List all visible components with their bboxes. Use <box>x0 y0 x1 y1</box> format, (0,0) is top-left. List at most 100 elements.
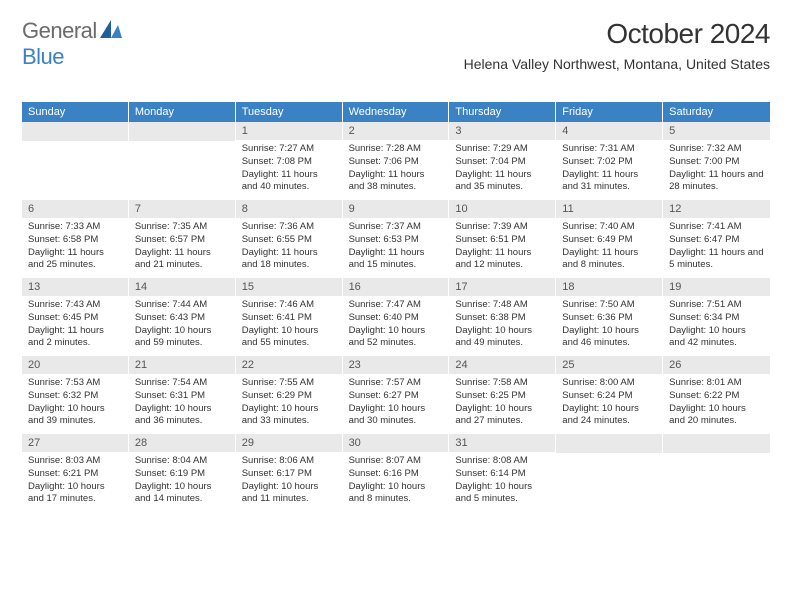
month-title: October 2024 <box>464 18 770 50</box>
day-cell: 9Sunrise: 7:37 AMSunset: 6:53 PMDaylight… <box>343 200 450 278</box>
day-number: 29 <box>236 434 342 452</box>
week-row: 6Sunrise: 7:33 AMSunset: 6:58 PMDaylight… <box>22 200 770 278</box>
day-number: 14 <box>129 278 235 296</box>
day-header-thursday: Thursday <box>449 102 556 122</box>
day-cell: 4Sunrise: 7:31 AMSunset: 7:02 PMDaylight… <box>556 122 663 200</box>
weeks-container: 1Sunrise: 7:27 AMSunset: 7:08 PMDaylight… <box>22 122 770 512</box>
day-cell: 28Sunrise: 8:04 AMSunset: 6:19 PMDayligh… <box>129 434 236 512</box>
day-number: 1 <box>236 122 342 140</box>
day-number: 25 <box>556 356 662 374</box>
logo-word-2: Blue <box>22 44 64 69</box>
day-header-saturday: Saturday <box>663 102 770 122</box>
day-content: Sunrise: 7:35 AMSunset: 6:57 PMDaylight:… <box>129 218 235 276</box>
day-number: 30 <box>343 434 449 452</box>
day-cell: 14Sunrise: 7:44 AMSunset: 6:43 PMDayligh… <box>129 278 236 356</box>
day-content: Sunrise: 7:41 AMSunset: 6:47 PMDaylight:… <box>663 218 770 276</box>
day-cell: 26Sunrise: 8:01 AMSunset: 6:22 PMDayligh… <box>663 356 770 434</box>
day-content: Sunrise: 7:55 AMSunset: 6:29 PMDaylight:… <box>236 374 342 432</box>
day-content: Sunrise: 7:36 AMSunset: 6:55 PMDaylight:… <box>236 218 342 276</box>
day-number: 21 <box>129 356 235 374</box>
day-content: Sunrise: 8:00 AMSunset: 6:24 PMDaylight:… <box>556 374 662 432</box>
week-row: 20Sunrise: 7:53 AMSunset: 6:32 PMDayligh… <box>22 356 770 434</box>
day-content: Sunrise: 7:47 AMSunset: 6:40 PMDaylight:… <box>343 296 449 354</box>
day-cell: 27Sunrise: 8:03 AMSunset: 6:21 PMDayligh… <box>22 434 129 512</box>
logo-word-1: General <box>22 18 97 44</box>
day-content: Sunrise: 7:44 AMSunset: 6:43 PMDaylight:… <box>129 296 235 354</box>
day-content: Sunrise: 8:08 AMSunset: 6:14 PMDaylight:… <box>449 452 555 510</box>
day-number: 20 <box>22 356 128 374</box>
day-content: Sunrise: 7:39 AMSunset: 6:51 PMDaylight:… <box>449 218 555 276</box>
day-header-friday: Friday <box>556 102 663 122</box>
day-content: Sunrise: 7:27 AMSunset: 7:08 PMDaylight:… <box>236 140 342 198</box>
day-cell: 13Sunrise: 7:43 AMSunset: 6:45 PMDayligh… <box>22 278 129 356</box>
day-cell: 25Sunrise: 8:00 AMSunset: 6:24 PMDayligh… <box>556 356 663 434</box>
day-cell <box>129 122 236 200</box>
day-number: 27 <box>22 434 128 452</box>
day-content: Sunrise: 7:32 AMSunset: 7:00 PMDaylight:… <box>663 140 770 198</box>
day-cell: 21Sunrise: 7:54 AMSunset: 6:31 PMDayligh… <box>129 356 236 434</box>
day-cell: 22Sunrise: 7:55 AMSunset: 6:29 PMDayligh… <box>236 356 343 434</box>
day-cell: 18Sunrise: 7:50 AMSunset: 6:36 PMDayligh… <box>556 278 663 356</box>
day-number: 28 <box>129 434 235 452</box>
day-content: Sunrise: 7:53 AMSunset: 6:32 PMDaylight:… <box>22 374 128 432</box>
day-content: Sunrise: 8:04 AMSunset: 6:19 PMDaylight:… <box>129 452 235 510</box>
day-content: Sunrise: 7:33 AMSunset: 6:58 PMDaylight:… <box>22 218 128 276</box>
calendar: SundayMondayTuesdayWednesdayThursdayFrid… <box>22 102 770 512</box>
day-cell: 5Sunrise: 7:32 AMSunset: 7:00 PMDaylight… <box>663 122 770 200</box>
day-number: 11 <box>556 200 662 218</box>
day-cell: 23Sunrise: 7:57 AMSunset: 6:27 PMDayligh… <box>343 356 450 434</box>
day-header-monday: Monday <box>129 102 236 122</box>
day-content: Sunrise: 7:40 AMSunset: 6:49 PMDaylight:… <box>556 218 662 276</box>
day-number: 3 <box>449 122 555 140</box>
day-content: Sunrise: 7:51 AMSunset: 6:34 PMDaylight:… <box>663 296 770 354</box>
day-content: Sunrise: 7:54 AMSunset: 6:31 PMDaylight:… <box>129 374 235 432</box>
day-cell: 7Sunrise: 7:35 AMSunset: 6:57 PMDaylight… <box>129 200 236 278</box>
day-content: Sunrise: 8:01 AMSunset: 6:22 PMDaylight:… <box>663 374 770 432</box>
day-content: Sunrise: 7:43 AMSunset: 6:45 PMDaylight:… <box>22 296 128 354</box>
day-content: Sunrise: 7:29 AMSunset: 7:04 PMDaylight:… <box>449 140 555 198</box>
day-number: 31 <box>449 434 555 452</box>
day-content: Sunrise: 7:28 AMSunset: 7:06 PMDaylight:… <box>343 140 449 198</box>
day-number: 9 <box>343 200 449 218</box>
day-header-tuesday: Tuesday <box>236 102 343 122</box>
day-cell <box>663 434 770 512</box>
day-cell <box>22 122 129 200</box>
logo-mark-icon <box>100 20 122 43</box>
day-cell: 19Sunrise: 7:51 AMSunset: 6:34 PMDayligh… <box>663 278 770 356</box>
day-number: 7 <box>129 200 235 218</box>
day-cell: 24Sunrise: 7:58 AMSunset: 6:25 PMDayligh… <box>449 356 556 434</box>
day-number: 2 <box>343 122 449 140</box>
day-number: 4 <box>556 122 662 140</box>
location-text: Helena Valley Northwest, Montana, United… <box>464 56 770 72</box>
day-cell: 16Sunrise: 7:47 AMSunset: 6:40 PMDayligh… <box>343 278 450 356</box>
day-cell: 8Sunrise: 7:36 AMSunset: 6:55 PMDaylight… <box>236 200 343 278</box>
day-cell: 20Sunrise: 7:53 AMSunset: 6:32 PMDayligh… <box>22 356 129 434</box>
day-cell: 6Sunrise: 7:33 AMSunset: 6:58 PMDaylight… <box>22 200 129 278</box>
day-content: Sunrise: 7:50 AMSunset: 6:36 PMDaylight:… <box>556 296 662 354</box>
day-content: Sunrise: 7:46 AMSunset: 6:41 PMDaylight:… <box>236 296 342 354</box>
logo-word-2-wrap: Blue <box>22 44 64 70</box>
day-number: 6 <box>22 200 128 218</box>
week-row: 13Sunrise: 7:43 AMSunset: 6:45 PMDayligh… <box>22 278 770 356</box>
day-cell: 15Sunrise: 7:46 AMSunset: 6:41 PMDayligh… <box>236 278 343 356</box>
day-cell: 2Sunrise: 7:28 AMSunset: 7:06 PMDaylight… <box>343 122 450 200</box>
day-number: 8 <box>236 200 342 218</box>
day-content: Sunrise: 8:07 AMSunset: 6:16 PMDaylight:… <box>343 452 449 510</box>
day-cell: 1Sunrise: 7:27 AMSunset: 7:08 PMDaylight… <box>236 122 343 200</box>
day-number: 15 <box>236 278 342 296</box>
empty-day <box>22 122 128 141</box>
empty-day <box>129 122 235 141</box>
day-number: 17 <box>449 278 555 296</box>
empty-day <box>663 434 770 453</box>
day-content: Sunrise: 7:31 AMSunset: 7:02 PMDaylight:… <box>556 140 662 198</box>
day-number: 19 <box>663 278 770 296</box>
day-cell: 12Sunrise: 7:41 AMSunset: 6:47 PMDayligh… <box>663 200 770 278</box>
day-cell: 11Sunrise: 7:40 AMSunset: 6:49 PMDayligh… <box>556 200 663 278</box>
day-content: Sunrise: 8:06 AMSunset: 6:17 PMDaylight:… <box>236 452 342 510</box>
day-number: 12 <box>663 200 770 218</box>
day-cell: 31Sunrise: 8:08 AMSunset: 6:14 PMDayligh… <box>449 434 556 512</box>
day-header-sunday: Sunday <box>22 102 129 122</box>
day-content: Sunrise: 7:58 AMSunset: 6:25 PMDaylight:… <box>449 374 555 432</box>
day-content: Sunrise: 7:37 AMSunset: 6:53 PMDaylight:… <box>343 218 449 276</box>
day-cell: 17Sunrise: 7:48 AMSunset: 6:38 PMDayligh… <box>449 278 556 356</box>
